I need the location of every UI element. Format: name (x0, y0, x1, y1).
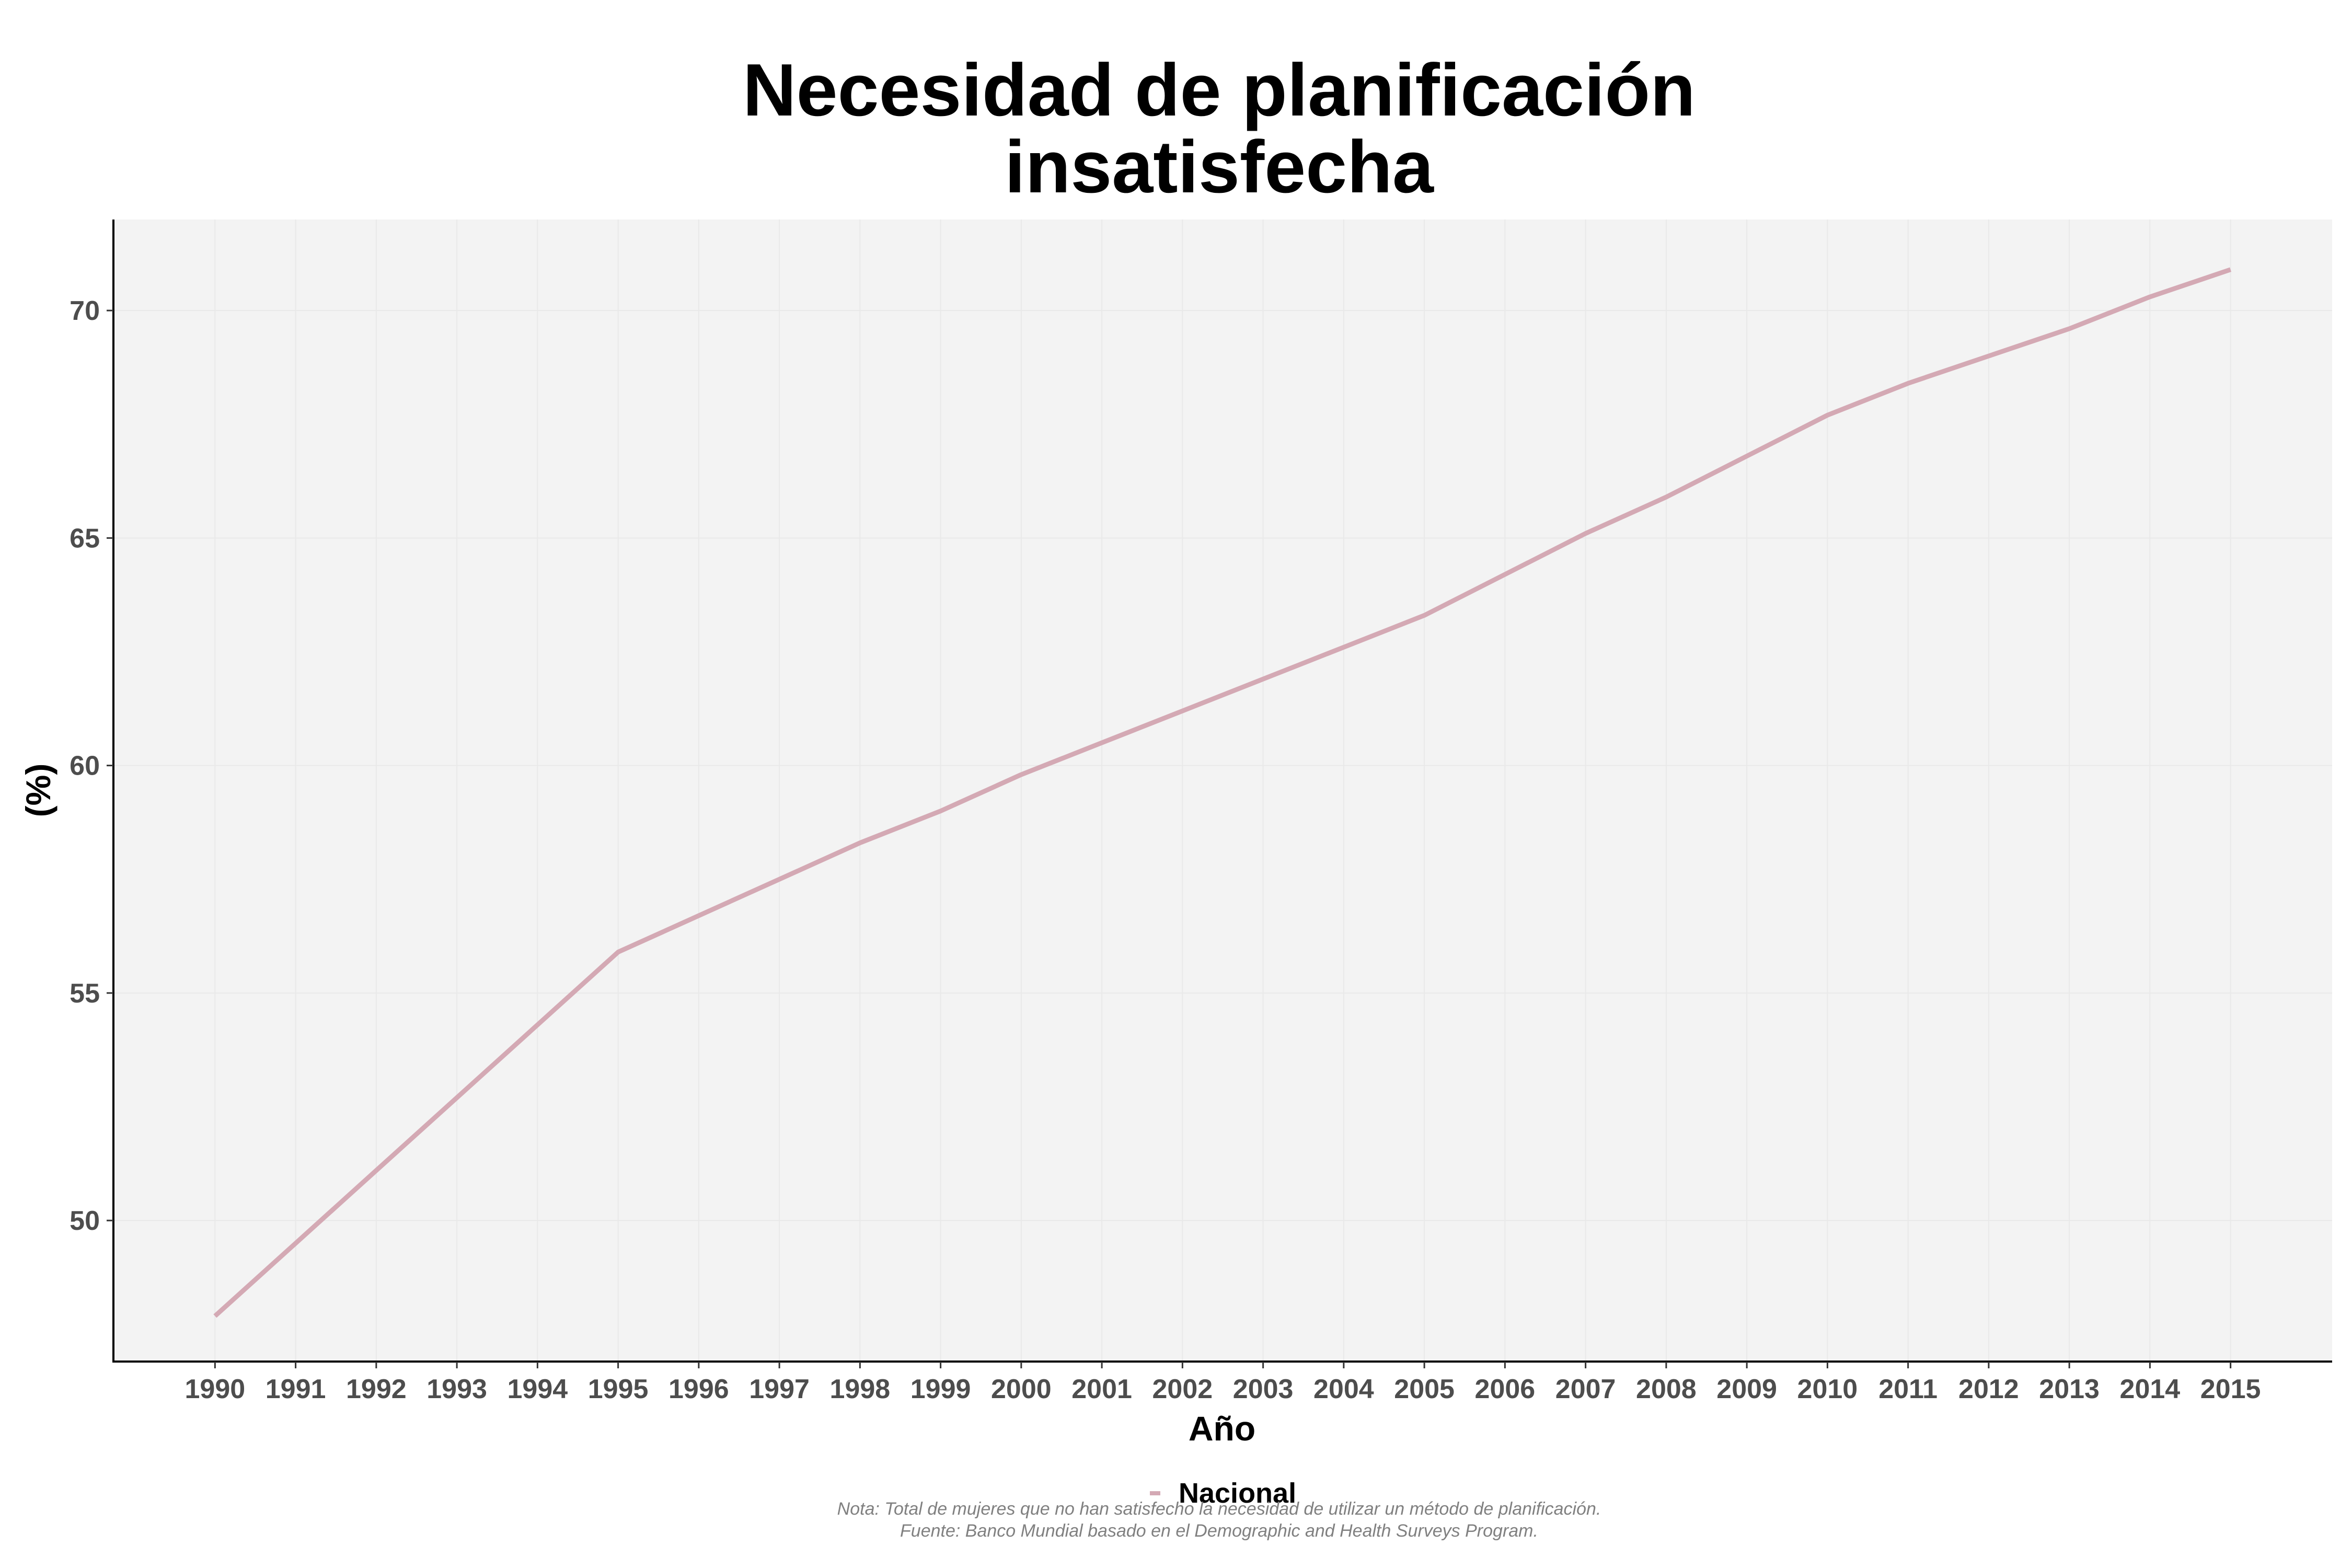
series-lines (213, 267, 2232, 1318)
x-axis-ticks: 1990 1991 1992 1993 1994 1995 1996 1997 1998 1999… (185, 1362, 2261, 1404)
x-tick-label: 1996 (668, 1374, 729, 1404)
x-tick-label: 2001 (1071, 1374, 1132, 1404)
x-tick-label: 2005 (1394, 1374, 1455, 1404)
y-axis-ticks: 50 55 60 65 70 (70, 296, 113, 1236)
x-tick-label: 1995 (588, 1374, 649, 1404)
y-tick-label: 60 (70, 751, 100, 781)
x-tick-label: 2015 (2200, 1374, 2261, 1404)
x-tick-label: 1991 (266, 1374, 326, 1404)
x-tick-label: 2003 (1233, 1374, 1294, 1404)
x-tick-label: 2013 (2039, 1374, 2100, 1404)
chart-title-line-2: insatisfecha (1005, 125, 1434, 209)
x-tick-label: 2000 (991, 1374, 1052, 1404)
gridlines (113, 220, 2332, 1362)
legend-key-nacional (1150, 1491, 1160, 1495)
y-axis-title: (%) (19, 763, 57, 817)
chart-title-line-1: Necesidad de planificación (743, 49, 1696, 132)
x-tick-label: 2012 (1958, 1374, 2019, 1404)
x-tick-label: 1992 (346, 1374, 407, 1404)
x-tick-label: 2009 (1716, 1374, 1777, 1404)
x-tick-label: 2014 (2120, 1374, 2181, 1404)
x-tick-label: 1999 (910, 1374, 971, 1404)
legend: Nacional (1150, 1475, 1296, 1512)
x-axis-title: Año (1188, 1409, 1256, 1448)
x-tick-label: 1990 (185, 1374, 246, 1404)
footnote-nota: Nota: Total de mujeres que no han satisf… (837, 1499, 1601, 1519)
x-tick-label: 2004 (1313, 1374, 1374, 1404)
y-tick-label: 70 (70, 296, 100, 326)
x-tick-label: 2010 (1797, 1374, 1858, 1404)
y-tick-label: 50 (70, 1206, 100, 1236)
x-tick-label: 1997 (749, 1374, 810, 1404)
footnote-fuente: Fuente: Banco Mundial basado en el Demog… (900, 1521, 1538, 1541)
y-tick-label: 65 (70, 523, 100, 554)
legend-label-nacional: Nacional (1179, 1478, 1297, 1509)
x-tick-label: 2002 (1152, 1374, 1213, 1404)
x-tick-label: 2008 (1636, 1374, 1697, 1404)
x-tick-label: 1998 (830, 1374, 891, 1404)
y-tick-label: 55 (70, 978, 100, 1009)
x-tick-label: 1994 (508, 1374, 568, 1404)
x-tick-label: 2006 (1475, 1374, 1536, 1404)
plot-panel (113, 220, 2332, 1362)
x-tick-label: 2011 (1878, 1374, 1938, 1404)
x-tick-label: 1993 (426, 1374, 487, 1404)
x-tick-label: 2007 (1555, 1374, 1616, 1404)
series-line-nacional (213, 267, 2232, 1318)
